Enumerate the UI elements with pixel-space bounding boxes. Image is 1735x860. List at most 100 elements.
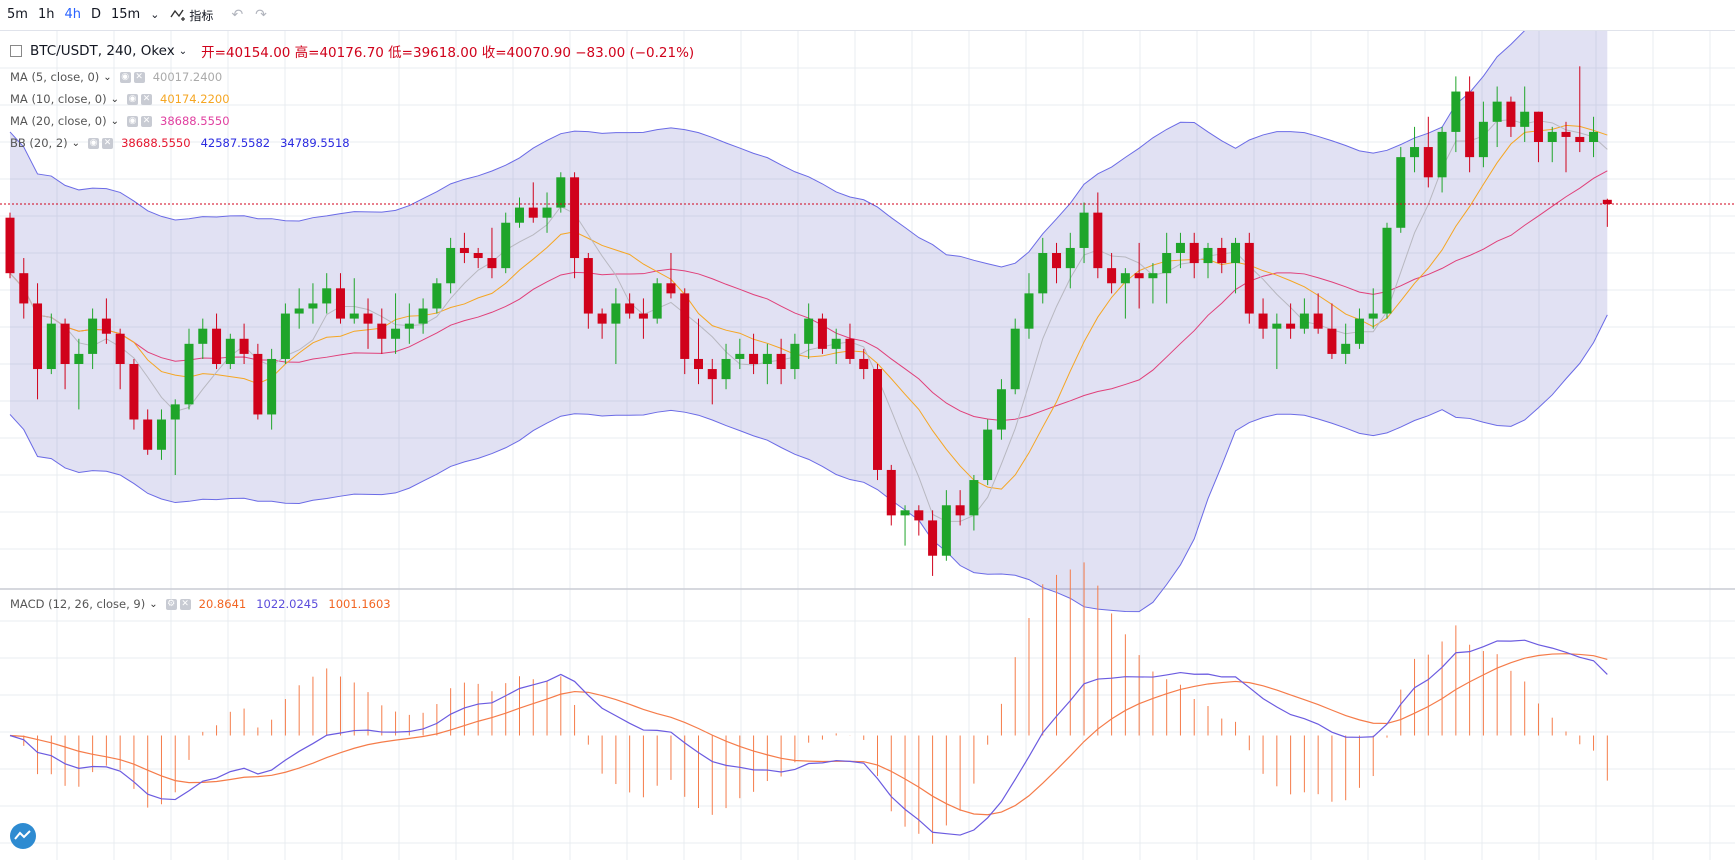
candle-body: [969, 480, 979, 516]
interval-dropdown[interactable]: ⌄: [150, 8, 160, 21]
indicator-value: 40017.2400: [152, 70, 223, 84]
logo-icon: [10, 823, 36, 849]
macd-name[interactable]: MACD (12, 26, close, 9): [10, 597, 146, 611]
indicator-value: 38688.5550: [121, 136, 191, 150]
candle-body: [1520, 111, 1530, 127]
candle-body: [790, 343, 800, 370]
indicators-label: 指标: [189, 8, 214, 23]
close-icon[interactable]: ✕: [141, 93, 153, 105]
top-toolbar: 5m 1h 4h D 15m ⌄ 指标 ↶ ↷: [0, 0, 1735, 31]
candle-body: [1079, 212, 1089, 248]
visibility-icon[interactable]: ◉: [119, 71, 131, 83]
macd-legend-row: MACD (12, 26, close, 9) ⌄ ⚙ ✕ 20.8641 10…: [10, 593, 401, 615]
candle-body: [308, 303, 318, 309]
candle-body: [859, 358, 869, 370]
close-icon[interactable]: ✕: [133, 71, 145, 83]
close-icon[interactable]: ✕: [179, 598, 191, 610]
candle-body: [914, 510, 924, 521]
candle-body: [1299, 313, 1309, 329]
candle-body: [1231, 242, 1241, 264]
candle-body: [1368, 313, 1378, 319]
chart-area[interactable]: [0, 31, 1735, 860]
candle-body: [170, 404, 180, 420]
candle-body: [1492, 101, 1502, 122]
candle-body: [1189, 242, 1199, 264]
candle-body: [542, 207, 552, 218]
candle-body: [749, 353, 759, 364]
visibility-icon[interactable]: ◉: [127, 115, 139, 127]
bollinger-lower-line: [9, 314, 1608, 613]
candle-body: [556, 177, 566, 208]
candle-body: [680, 293, 690, 359]
close-icon[interactable]: ✕: [102, 137, 114, 149]
candle-body: [363, 313, 373, 324]
candle-body: [955, 505, 965, 516]
candle-body: [377, 323, 387, 339]
candle-body: [5, 217, 15, 274]
candle-body: [1382, 227, 1392, 314]
interval-1h[interactable]: 1h: [37, 7, 55, 22]
bollinger-upper-line: [9, 31, 1525, 268]
candle-body: [900, 510, 910, 516]
macd-value: 1001.1603: [328, 597, 391, 611]
candle-body: [33, 303, 43, 370]
candle-body: [873, 369, 883, 470]
interval-15m[interactable]: 15m: [110, 7, 141, 22]
indicator-legend-row: MA (10, close, 0) ⌄ ◉ ✕ 40174.2200: [10, 88, 694, 110]
close-icon[interactable]: ✕: [141, 115, 153, 127]
candle-body: [60, 323, 70, 364]
indicator-value: 40174.2200: [160, 92, 230, 106]
candle-body: [845, 338, 855, 359]
visibility-icon[interactable]: ◉: [127, 93, 139, 105]
symbol-label[interactable]: BTC/USDT, 240, Okex: [30, 43, 175, 59]
chevron-down-icon[interactable]: ⌄: [71, 137, 81, 149]
candle-body: [391, 328, 401, 339]
indicator-legend-row: MA (20, close, 0) ⌄ ◉ ✕ 38688.5550: [10, 110, 694, 132]
interval-4h[interactable]: 4h: [64, 7, 81, 22]
candle-body: [583, 258, 593, 314]
symbol-chevron-icon[interactable]: ⌄: [178, 45, 188, 57]
candle-body: [1162, 253, 1172, 274]
candle-body: [707, 369, 717, 380]
interval-d[interactable]: D: [90, 7, 101, 22]
candle-body: [1175, 242, 1185, 253]
candle-body: [804, 318, 814, 344]
indicator-name[interactable]: MA (10, close, 0): [10, 92, 107, 106]
candle-body: [212, 328, 222, 364]
indicator-name[interactable]: MA (20, close, 0): [10, 114, 107, 128]
candle-body: [143, 419, 153, 450]
candle-body: [1038, 253, 1048, 294]
candle-body: [1286, 323, 1296, 329]
indicator-name[interactable]: BB (20, 2): [10, 136, 68, 150]
candle-body: [941, 505, 951, 556]
chevron-down-icon[interactable]: ⌄: [110, 93, 120, 105]
candle-body: [1341, 343, 1351, 354]
candle-body: [1327, 328, 1337, 354]
candle-body: [528, 207, 538, 218]
indicator-name[interactable]: MA (5, close, 0): [10, 70, 100, 84]
chevron-down-icon[interactable]: ⌄: [110, 115, 120, 127]
candle-body: [776, 353, 786, 370]
macd-line: [9, 639, 1608, 836]
chevron-down-icon[interactable]: ⌄: [103, 71, 112, 83]
candle-body: [1052, 253, 1062, 269]
ohlc-values: 开=40154.00 高=40176.70 低=39618.00 收=40070…: [201, 45, 695, 61]
undo-icon[interactable]: ↶: [231, 7, 244, 23]
indicator-value: 42587.5582: [200, 136, 271, 150]
redo-icon[interactable]: ↷: [255, 7, 267, 23]
candle-body: [1148, 273, 1158, 279]
candle-body: [1065, 247, 1075, 269]
candle-body: [19, 273, 29, 304]
candle-body: [1217, 247, 1227, 264]
indicators-button[interactable]: 指标: [170, 7, 213, 24]
interval-5m[interactable]: 5m: [7, 7, 28, 22]
settings-icon[interactable]: ⚙: [165, 598, 177, 610]
chevron-down-icon[interactable]: ⌄: [149, 598, 158, 610]
candle-body: [638, 313, 648, 319]
candle-body: [1093, 212, 1103, 269]
candle-body: [1024, 293, 1034, 329]
candle-body: [1533, 111, 1543, 142]
collapse-icon[interactable]: [10, 45, 22, 57]
visibility-icon[interactable]: ◉: [88, 137, 100, 149]
candle-body: [1396, 157, 1406, 228]
